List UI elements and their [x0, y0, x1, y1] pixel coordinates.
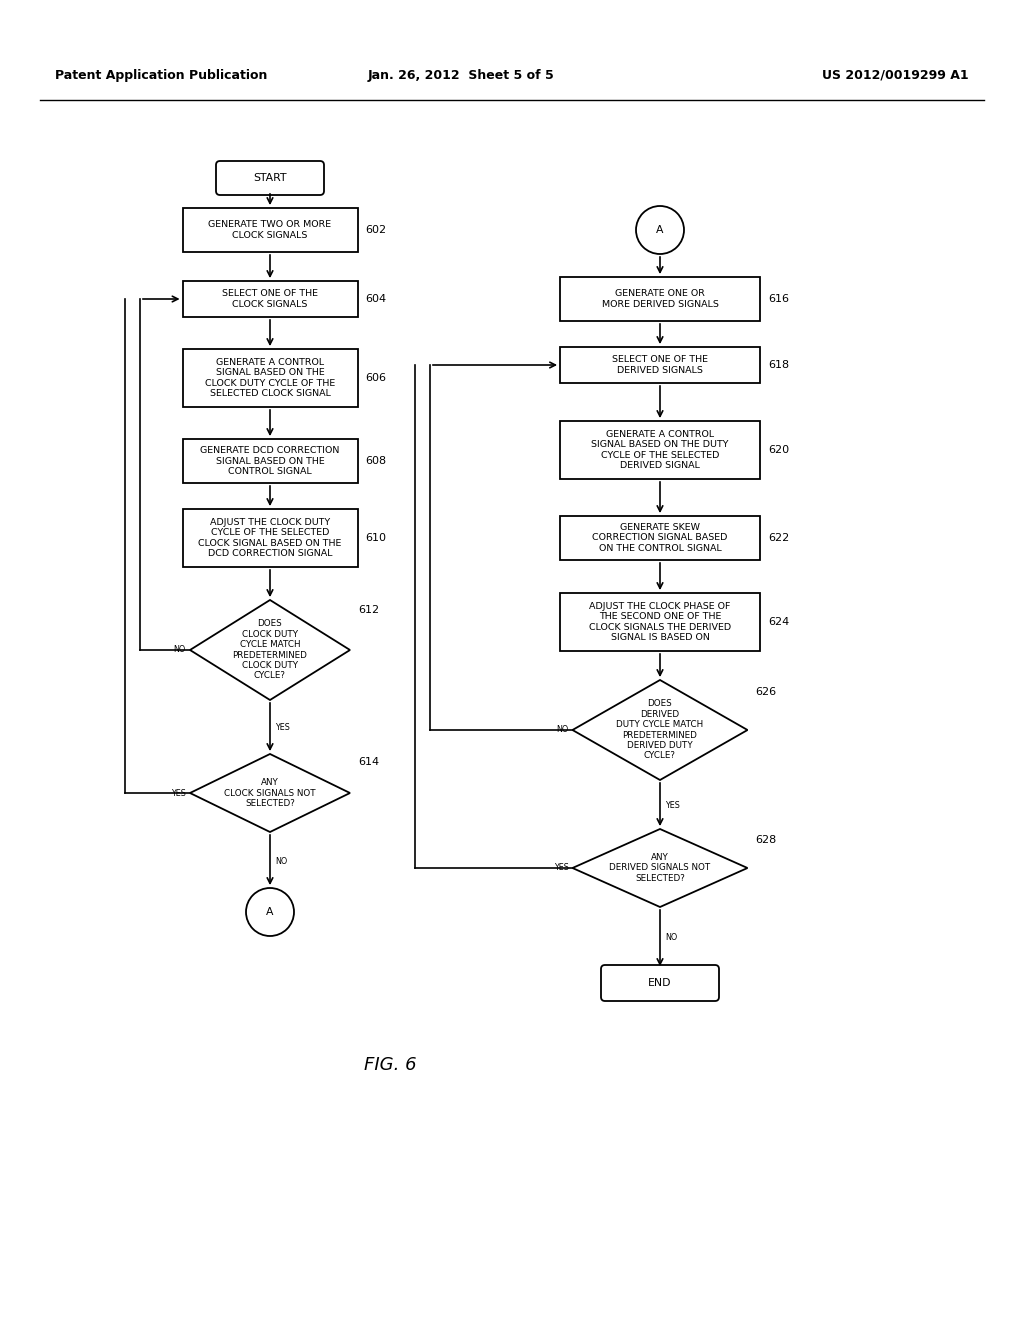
Polygon shape [572, 680, 748, 780]
Text: DOES
DERIVED
DUTY CYCLE MATCH
PREDETERMINED
DERIVED DUTY
CYCLE?: DOES DERIVED DUTY CYCLE MATCH PREDETERMI… [616, 700, 703, 760]
Text: 628: 628 [756, 836, 777, 845]
Text: GENERATE DCD CORRECTION
SIGNAL BASED ON THE
CONTROL SIGNAL: GENERATE DCD CORRECTION SIGNAL BASED ON … [201, 446, 340, 477]
Text: ANY
DERIVED SIGNALS NOT
SELECTED?: ANY DERIVED SIGNALS NOT SELECTED? [609, 853, 711, 883]
Bar [182, 209, 357, 252]
Text: GENERATE TWO OR MORE
CLOCK SIGNALS: GENERATE TWO OR MORE CLOCK SIGNALS [209, 220, 332, 240]
FancyBboxPatch shape [601, 965, 719, 1001]
Text: 604: 604 [366, 294, 387, 304]
Text: 626: 626 [756, 686, 776, 697]
Text: 606: 606 [366, 374, 386, 383]
Text: YES: YES [665, 801, 680, 810]
Bar [182, 440, 357, 483]
Text: FIG. 6: FIG. 6 [364, 1056, 417, 1074]
Polygon shape [572, 829, 748, 907]
Text: DOES
CLOCK DUTY
CYCLE MATCH
PREDETERMINED
CLOCK DUTY
CYCLE?: DOES CLOCK DUTY CYCLE MATCH PREDETERMINE… [232, 619, 307, 681]
Bar [560, 277, 760, 321]
Text: 622: 622 [768, 533, 790, 543]
Text: ADJUST THE CLOCK DUTY
CYCLE OF THE SELECTED
CLOCK SIGNAL BASED ON THE
DCD CORREC: ADJUST THE CLOCK DUTY CYCLE OF THE SELEC… [199, 517, 342, 558]
Text: YES: YES [554, 863, 568, 873]
Text: 620: 620 [768, 445, 790, 455]
Text: 612: 612 [358, 605, 379, 615]
Text: GENERATE A CONTROL
SIGNAL BASED ON THE DUTY
CYCLE OF THE SELECTED
DERIVED SIGNAL: GENERATE A CONTROL SIGNAL BASED ON THE D… [591, 430, 729, 470]
Text: 608: 608 [366, 455, 387, 466]
Text: END: END [648, 978, 672, 987]
Text: SELECT ONE OF THE
CLOCK SIGNALS: SELECT ONE OF THE CLOCK SIGNALS [222, 289, 318, 309]
Text: A: A [656, 224, 664, 235]
Bar [560, 421, 760, 479]
FancyBboxPatch shape [216, 161, 324, 195]
Polygon shape [190, 754, 350, 832]
Text: ADJUST THE CLOCK PHASE OF
THE SECOND ONE OF THE
CLOCK SIGNALS THE DERIVED
SIGNAL: ADJUST THE CLOCK PHASE OF THE SECOND ONE… [589, 602, 731, 642]
Text: 624: 624 [768, 616, 790, 627]
Text: 610: 610 [366, 533, 386, 543]
Bar [560, 593, 760, 651]
Text: START: START [253, 173, 287, 183]
Text: Jan. 26, 2012  Sheet 5 of 5: Jan. 26, 2012 Sheet 5 of 5 [368, 69, 554, 82]
Polygon shape [190, 601, 350, 700]
Circle shape [246, 888, 294, 936]
Bar [182, 281, 357, 317]
Text: US 2012/0019299 A1: US 2012/0019299 A1 [822, 69, 969, 82]
Text: ANY
CLOCK SIGNALS NOT
SELECTED?: ANY CLOCK SIGNALS NOT SELECTED? [224, 777, 315, 808]
Text: YES: YES [275, 723, 290, 733]
Text: NO: NO [174, 645, 186, 655]
Text: NO: NO [665, 933, 677, 942]
Text: Patent Application Publication: Patent Application Publication [55, 69, 267, 82]
Text: GENERATE ONE OR
MORE DERIVED SIGNALS: GENERATE ONE OR MORE DERIVED SIGNALS [601, 289, 719, 309]
Text: GENERATE A CONTROL
SIGNAL BASED ON THE
CLOCK DUTY CYCLE OF THE
SELECTED CLOCK SI: GENERATE A CONTROL SIGNAL BASED ON THE C… [205, 358, 335, 399]
Text: NO: NO [275, 858, 288, 866]
Text: NO: NO [556, 726, 568, 734]
Text: YES: YES [171, 788, 186, 797]
Text: 602: 602 [366, 224, 387, 235]
Text: GENERATE SKEW
CORRECTION SIGNAL BASED
ON THE CONTROL SIGNAL: GENERATE SKEW CORRECTION SIGNAL BASED ON… [592, 523, 728, 553]
Text: 614: 614 [358, 756, 379, 767]
Bar [182, 510, 357, 568]
Text: 616: 616 [768, 294, 790, 304]
Bar [560, 516, 760, 560]
Text: 618: 618 [768, 360, 790, 370]
Bar [182, 348, 357, 407]
Text: A: A [266, 907, 273, 917]
Circle shape [636, 206, 684, 253]
Bar [560, 347, 760, 383]
Text: SELECT ONE OF THE
DERIVED SIGNALS: SELECT ONE OF THE DERIVED SIGNALS [612, 355, 708, 375]
